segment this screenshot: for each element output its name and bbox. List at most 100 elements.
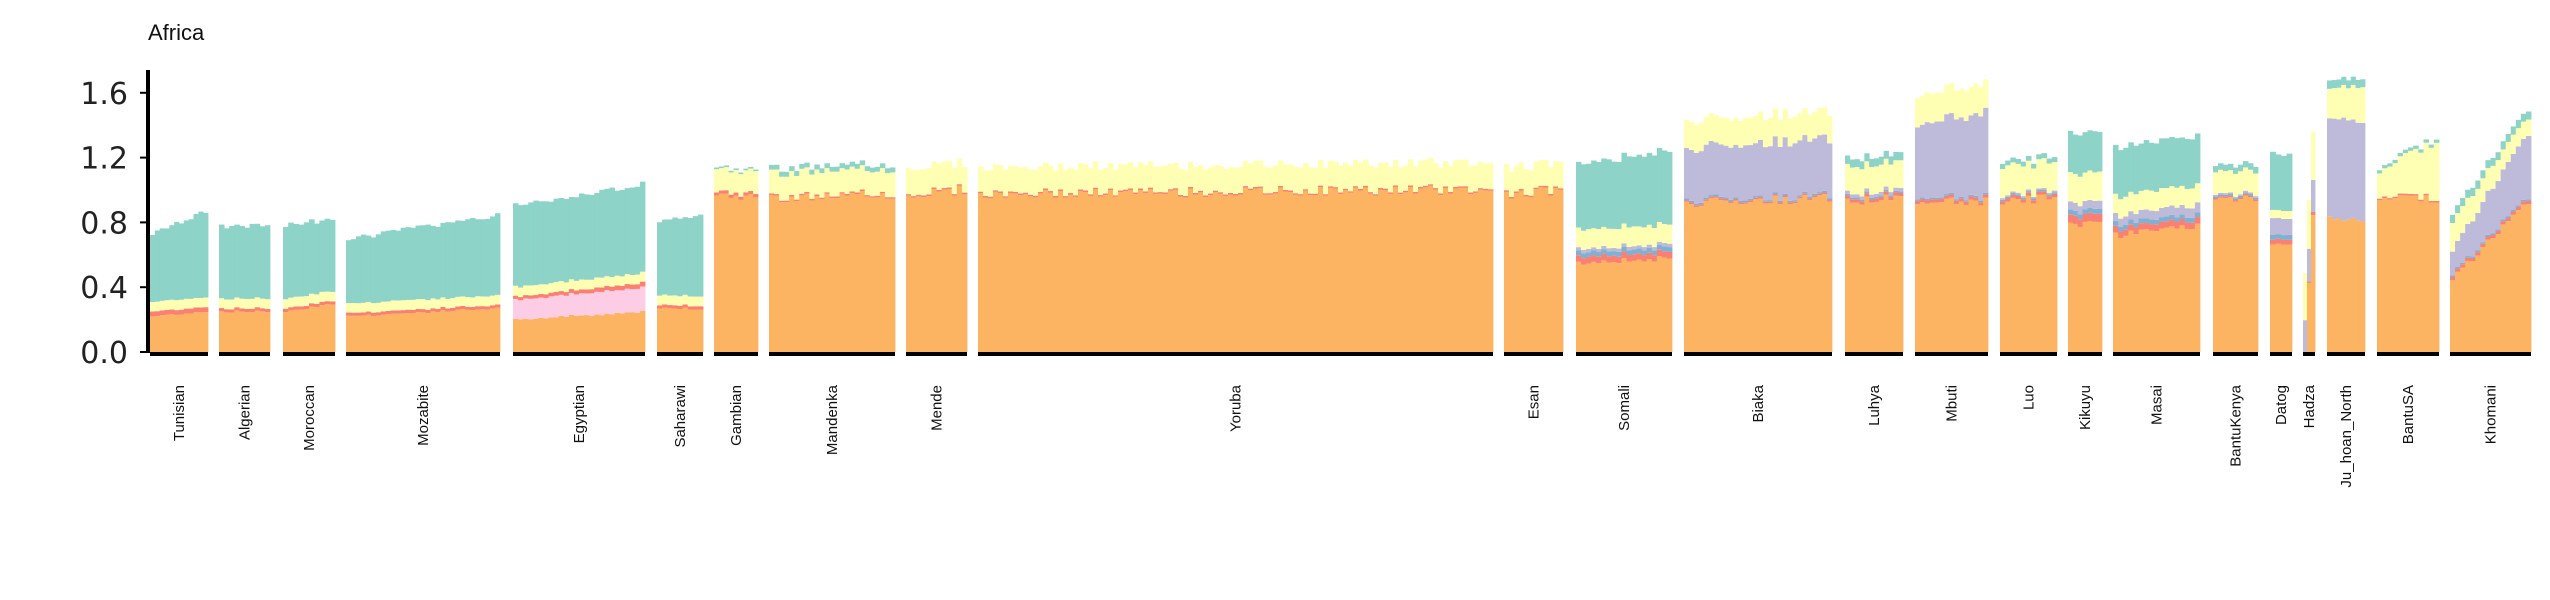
population-label: Esan [1526,385,1543,419]
bar-segment-yellow [203,297,209,308]
bar-segment-yellow [1929,93,1935,124]
bar-segment-red [1168,189,1174,191]
bar-segment-green [2423,139,2430,143]
bar-segment-orange [1958,201,1965,352]
bar-segment-green [2408,147,2414,151]
bar-segment-blue [1581,253,1587,259]
bar-segment-yellow [440,297,446,307]
bar-segment-green [1586,163,1592,230]
bar-segment-red [475,306,481,310]
bar-segment-yellow [224,299,230,310]
bar-segment-green [879,163,886,169]
bar-segment-blue [2281,235,2287,240]
bar-segment-red [219,308,225,312]
bar-segment-green [2248,163,2254,170]
bar-segment-purple [1601,245,1607,250]
bar-segment-yellow [1864,161,1870,189]
bar-segment-yellow [174,300,180,311]
bar-segment-yellow [254,297,261,308]
bar-segment-red [2223,196,2229,198]
bar-segment-orange [533,318,539,352]
bar-segment-orange [1753,199,1759,352]
bar-segment-yellow [1893,160,1899,188]
bar-segment-orange [1924,203,1930,352]
bar-segment-red [1068,193,1074,195]
bar-segment-yellow [814,169,820,195]
bar-segment-orange [1963,204,1969,352]
bar-segment-blue [2243,192,2249,194]
bar-segment-red [435,308,441,313]
bar-segment-red [1113,195,1119,197]
bar-segment-red [1508,196,1515,199]
bar-segment-blue [1845,193,1851,196]
bar-segment-blue [2000,199,2006,202]
bar-segment-red [1478,188,1484,190]
bar-segment-orange [1944,198,1950,352]
bar-segment-purple [2341,117,2347,221]
bar-segment-green [2189,139,2196,189]
bar-segment-green [234,224,240,298]
bar-segment-red [864,195,871,197]
bar-segment-purple [2281,218,2287,236]
bar-segment-pink [518,300,524,320]
bar-segment-orange [1118,192,1124,352]
bar-segment-yellow [385,301,392,311]
bar-segment-yellow [2286,211,2293,219]
bar-segment-red [365,311,372,315]
bar-segment-orange [2450,280,2456,352]
bar-segment-red [548,292,555,297]
bar-segment-green [224,228,230,300]
bar-segment-green [824,163,830,169]
bar-segment-orange [390,313,397,352]
bar-segment-red [314,303,320,308]
bar-segment-red [579,289,585,294]
bar-segment-yellow [380,301,387,312]
bar-segment-orange [1849,202,1856,352]
bar-segment-blue [1924,198,1930,201]
bar-segment-yellow [1203,169,1209,196]
bar-segment-red [2460,264,2466,268]
bar-segment-orange [906,195,912,352]
bar-segment-purple [2233,196,2239,199]
bar-segment-orange [543,318,549,352]
bar-segment-blue [1596,252,1602,257]
bar-segment-yellow [1243,160,1249,187]
bar-segment-purple [1641,247,1648,251]
bar-segment-yellow [400,300,407,311]
bar-segment-green [319,220,325,292]
population-mbuti [1915,79,1989,352]
bar-segment-red [2428,201,2435,203]
bar-segment-orange [1543,187,1549,352]
bar-segment-yellow [1968,86,1974,116]
bar-segment-green [2051,157,2058,163]
bar-segment-red [288,307,294,311]
bar-segment-red [599,287,605,293]
bar-segment-orange [2238,199,2244,352]
bar-segment-red [1827,200,1833,202]
bar-segment-orange [2470,261,2476,352]
bar-segment-orange [548,317,555,352]
bar-segment-yellow [1423,159,1429,186]
bar-segment-orange [2275,243,2282,352]
bar-segment-orange [1253,188,1259,352]
bar-segment-purple [1883,186,1889,190]
bar-segment-red [1883,191,1889,195]
bar-segment-orange [1953,204,1960,352]
bar-segment-orange [804,193,810,352]
bar-segment-orange [1303,190,1309,352]
bar-segment-orange [2213,199,2219,352]
bar-segment-yellow [854,168,861,193]
bar-segment-green [619,189,626,277]
bar-segment-red [629,284,636,290]
bar-segment-yellow [1093,161,1099,188]
bar-segment-orange [2377,200,2383,352]
bar-segment-green [2428,144,2435,148]
bar-segment-purple [2490,188,2496,234]
bar-segment-orange [1636,259,1643,352]
bar-segment-green [2020,161,2027,167]
bar-segment-orange [1939,202,1945,352]
bar-segment-red [1488,189,1494,191]
bar-segment-yellow [1748,117,1754,146]
bar-segment-red [936,189,942,192]
bar-segment-orange [1802,194,1808,352]
